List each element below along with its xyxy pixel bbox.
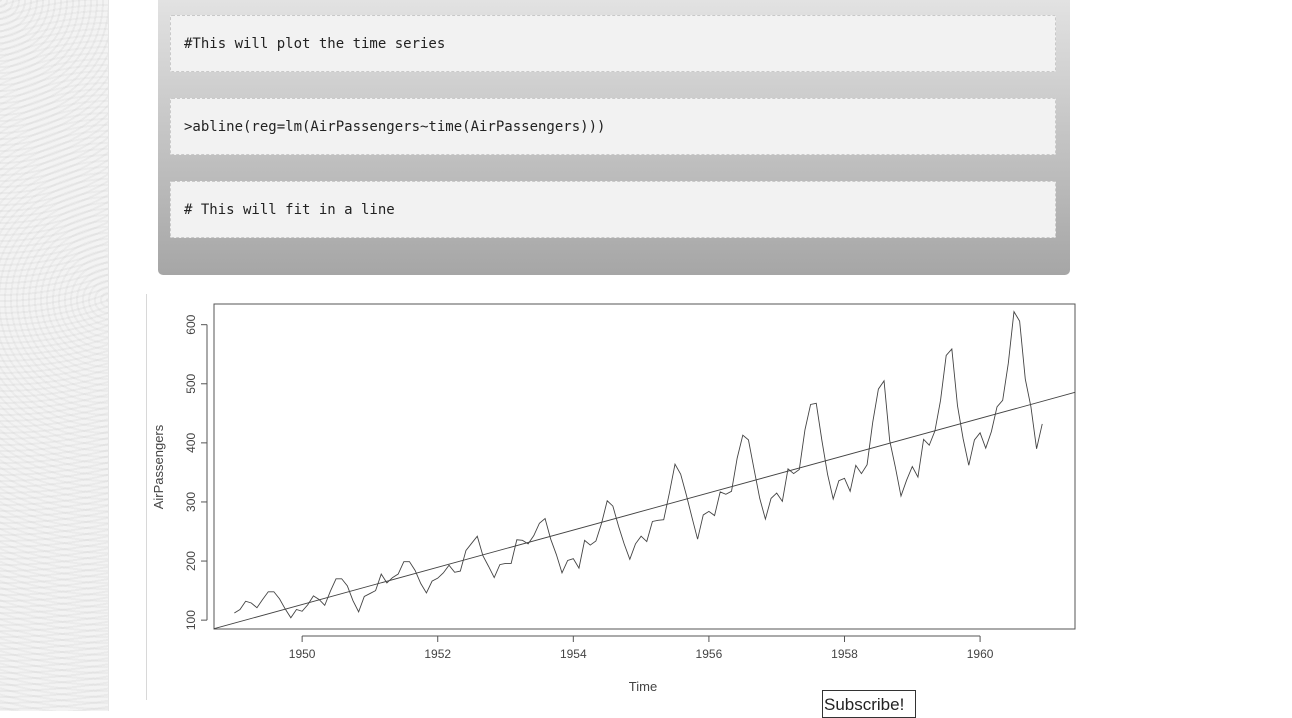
x-tick-label: 1960 xyxy=(967,647,994,661)
code-block-comment-plot: #This will plot the time series xyxy=(170,15,1056,72)
y-axis-label: AirPassengers xyxy=(151,424,166,509)
y-tick-label: 300 xyxy=(184,492,198,512)
y-tick-label: 100 xyxy=(184,610,198,630)
background-pattern xyxy=(0,0,109,711)
plot-frame xyxy=(213,303,1076,630)
y-tick-label: 400 xyxy=(184,433,198,453)
series-line-air-passengers xyxy=(234,310,1043,619)
x-tick-label: 1958 xyxy=(831,647,858,661)
code-block-abline: >abline(reg=lm(AirPassengers~time(AirPas… xyxy=(170,98,1056,155)
code-panel: #This will plot the time series >abline(… xyxy=(158,0,1070,275)
code-block-comment-fit: # This will fit in a line xyxy=(170,181,1056,238)
x-axis: 1950 1952 1954 1956 1958 1960 xyxy=(289,635,994,661)
x-tick-label: 1950 xyxy=(289,647,316,661)
chart-marks xyxy=(213,310,1076,630)
y-axis: 100 200 300 400 500 600 xyxy=(184,314,208,630)
air-passengers-chart: 1950 1952 1954 1956 1958 1960 100 200 300 400 500… xyxy=(146,294,1077,700)
x-tick-label: 1952 xyxy=(424,647,451,661)
x-tick-label: 1956 xyxy=(696,647,723,661)
y-tick-label: 600 xyxy=(184,314,198,334)
regression-line xyxy=(213,391,1076,630)
y-tick-label: 200 xyxy=(184,551,198,571)
x-axis-label: Time xyxy=(629,679,657,694)
y-tick-label: 500 xyxy=(184,373,198,393)
x-tick-label: 1954 xyxy=(560,647,587,661)
chart-svg: 1950 1952 1954 1956 1958 1960 100 200 300 400 500… xyxy=(151,303,1076,694)
subscribe-button[interactable]: Subscribe! xyxy=(822,690,916,718)
